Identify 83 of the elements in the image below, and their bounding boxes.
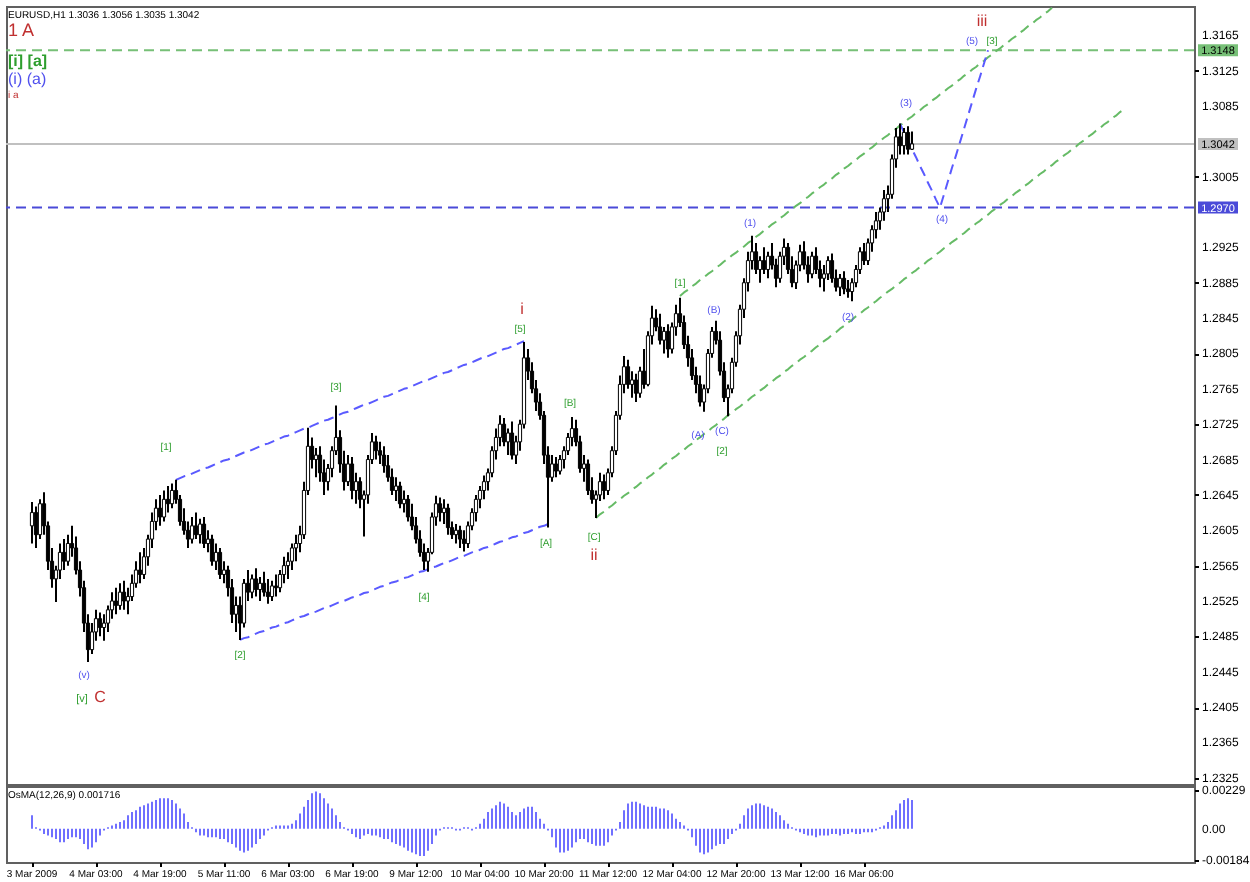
candlestick xyxy=(137,551,143,585)
candlestick xyxy=(481,474,487,501)
candlestick xyxy=(553,455,559,479)
line-series xyxy=(239,523,549,641)
candlestick xyxy=(281,555,287,585)
candlestick xyxy=(189,516,195,545)
candlestick xyxy=(657,312,663,346)
candlestick xyxy=(665,323,671,359)
candlestick xyxy=(585,458,591,496)
candlestick xyxy=(881,188,887,222)
candlestick xyxy=(213,542,219,572)
candlestick xyxy=(61,538,67,572)
candlestick xyxy=(569,416,575,448)
candlestick xyxy=(293,533,299,563)
candlestick xyxy=(253,567,259,598)
candlestick xyxy=(765,250,771,280)
annotation: (i) (a) xyxy=(8,70,47,88)
candlestick xyxy=(901,127,907,156)
candlestick xyxy=(457,524,463,549)
candlestick xyxy=(401,489,407,514)
candlestick xyxy=(97,611,103,638)
candlestick xyxy=(197,517,203,545)
candlestick xyxy=(285,551,291,580)
candlestick xyxy=(273,573,279,598)
candlestick xyxy=(117,582,123,611)
candlestick xyxy=(841,270,847,296)
candlestick xyxy=(193,511,199,541)
candlestick xyxy=(33,505,39,549)
line-series xyxy=(595,108,1125,519)
candlestick xyxy=(837,272,843,297)
candlestick xyxy=(453,523,459,545)
candlestick xyxy=(829,252,835,284)
candlestick xyxy=(393,476,399,503)
annotation: ii xyxy=(590,546,598,564)
candlestick xyxy=(37,498,43,541)
candlestick xyxy=(473,493,479,523)
candlestick xyxy=(209,533,215,567)
candlestick xyxy=(861,241,867,267)
candlestick xyxy=(289,542,295,572)
candlestick xyxy=(405,493,411,523)
line-series xyxy=(175,340,525,481)
candlestick xyxy=(601,473,607,501)
candlestick xyxy=(557,454,563,476)
candlestick xyxy=(249,573,255,600)
candlestick xyxy=(113,586,119,616)
candlestick xyxy=(625,358,631,390)
candlestick xyxy=(377,440,383,465)
candlestick xyxy=(349,455,355,501)
candlestick xyxy=(101,613,107,642)
candlestick xyxy=(373,434,379,461)
candlestick xyxy=(501,416,507,448)
annotation: iii xyxy=(976,12,988,30)
candlestick xyxy=(269,579,275,602)
candlestick xyxy=(169,482,175,510)
candlestick xyxy=(397,480,403,510)
candlestick xyxy=(265,577,271,605)
candlestick xyxy=(697,374,703,408)
candlestick xyxy=(261,570,267,598)
candlestick xyxy=(461,529,467,553)
annotation: C xyxy=(94,688,107,706)
candlestick xyxy=(437,496,443,523)
candlestick xyxy=(509,420,515,461)
line-series xyxy=(899,49,989,209)
candlestick xyxy=(121,579,127,611)
line-series xyxy=(679,6,1053,297)
candlestick xyxy=(445,502,451,536)
candlestick xyxy=(201,516,207,549)
candlestick xyxy=(761,246,767,275)
candlestick xyxy=(257,576,263,602)
candlestick xyxy=(821,264,827,293)
candlestick xyxy=(809,250,815,280)
annotation: i xyxy=(520,300,525,318)
candlestick xyxy=(157,493,163,527)
annotation: 1 A xyxy=(8,20,35,40)
candlestick xyxy=(753,241,759,275)
candlestick xyxy=(217,546,223,580)
candlestick xyxy=(161,489,167,523)
candlestick xyxy=(633,372,639,404)
candlestick xyxy=(165,485,171,514)
candlestick xyxy=(381,445,387,474)
candlestick xyxy=(29,500,35,545)
annotation: [i] [a] xyxy=(8,52,48,70)
candlestick xyxy=(65,533,71,567)
